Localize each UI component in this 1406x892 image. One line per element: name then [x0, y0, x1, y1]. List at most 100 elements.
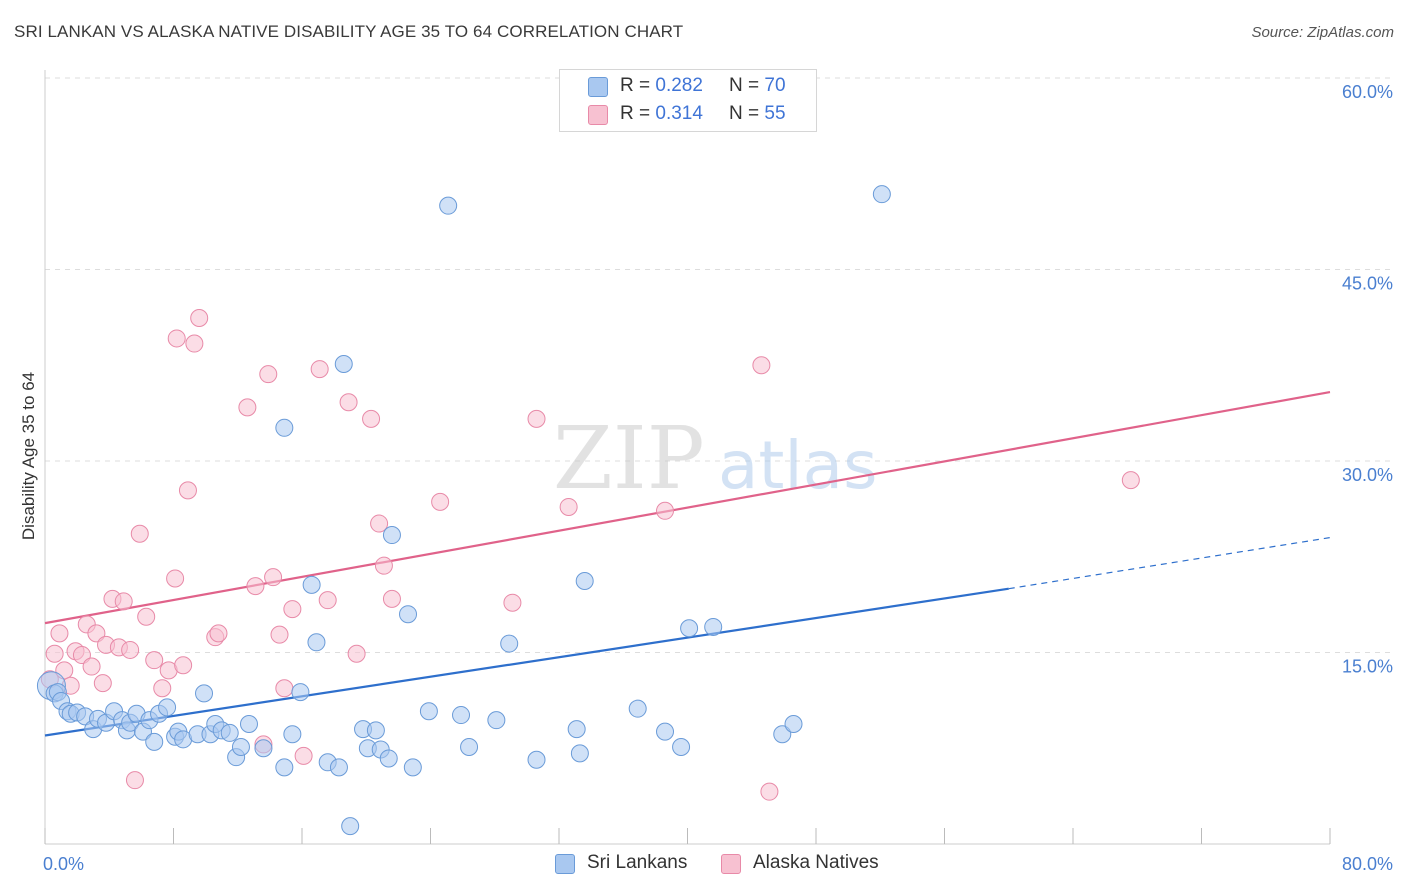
legend-n-value: 55 [764, 103, 786, 124]
legend-swatch-blue [555, 854, 575, 874]
sri-lankans-point [220, 723, 239, 742]
alaska-natives-point [145, 651, 164, 670]
sri-lankans-point [275, 418, 294, 437]
sri-lankans-point [275, 758, 294, 777]
y-tick-label: 45.0% [1342, 274, 1393, 294]
sri-lankans-point [567, 720, 586, 739]
sri-lankans-point [254, 739, 273, 758]
legend-n: N = 70 [729, 75, 786, 96]
legend-row-sri-lankans: R = 0.282 N = 70 [560, 73, 816, 101]
alaska-natives-point [259, 365, 278, 384]
correlation-legend: R = 0.282 N = 70 R = 0.314 N = 55 [559, 69, 817, 132]
y-axis-label: Disability Age 35 to 64 [19, 372, 38, 540]
alaska-natives-point [87, 624, 106, 643]
alaska-natives-point [178, 481, 197, 500]
alaska-natives-point [125, 771, 144, 790]
alaska-natives-point [174, 656, 193, 675]
legend-swatch-pink [588, 105, 608, 125]
legend-swatch-pink [721, 854, 741, 874]
legend-r: R = 0.282 [620, 75, 703, 96]
sri-lankans-point [307, 633, 326, 652]
sri-lankans-trend-extension [1008, 537, 1331, 590]
sri-lankans-point [341, 817, 360, 836]
alaska-natives-point [238, 398, 257, 417]
alaska-natives-point [167, 329, 186, 348]
sri-lankans-point [334, 354, 353, 373]
axes [44, 70, 1331, 845]
sri-lankans-trend-line [44, 587, 1009, 737]
sri-lankans-point [302, 575, 321, 594]
sri-lankans-point [379, 749, 398, 768]
sri-lankans-point [291, 683, 310, 702]
alaska-natives-point [121, 640, 140, 659]
sri-lankans-point [672, 737, 691, 756]
x-tick-label: 80.0% [1342, 854, 1393, 874]
sri-lankans-point [527, 750, 546, 769]
sri-lankans-point [419, 702, 438, 721]
sri-lankans-point [487, 711, 506, 730]
sri-lankans-point [773, 725, 792, 744]
alaska-natives-point [270, 625, 289, 644]
sri-lankans-point [439, 196, 458, 215]
alaska-natives-point [50, 624, 69, 643]
alaska-natives-point [72, 646, 91, 665]
legend-r-value: 0.314 [655, 103, 703, 124]
alaska-natives-point [370, 514, 389, 533]
sri-lankans-point [570, 744, 589, 763]
alaska-natives-point [1121, 471, 1140, 490]
sri-lankans-point [704, 617, 723, 636]
chart-title: SRI LANKAN VS ALASKA NATIVE DISABILITY A… [14, 22, 684, 41]
alaska-natives-point [246, 577, 265, 596]
alaska-natives-point [503, 593, 522, 612]
grid-lines [45, 77, 1393, 653]
alaska-natives-point [431, 492, 450, 511]
alaska-natives-point [130, 524, 149, 543]
alaska-natives-point [275, 679, 294, 698]
sri-lankans-point [158, 698, 177, 717]
sri-lankans-point [656, 722, 675, 741]
alaska-natives-point [339, 393, 358, 412]
legend-label: Sri Lankans [587, 852, 688, 873]
sri-lankans-point [195, 684, 214, 703]
source-credit: Source: ZipAtlas.com [1251, 24, 1394, 41]
alaska-natives-point [137, 607, 156, 626]
series-legend: Sri Lankans Alaska Natives [0, 852, 1406, 878]
sri-lankans-point [231, 737, 250, 756]
sri-lankans-points [36, 185, 891, 836]
alaska-natives-point [82, 657, 101, 676]
alaska-natives-point [527, 409, 546, 428]
y-tick-label: 30.0% [1342, 465, 1393, 485]
alaska-natives-point [382, 589, 401, 608]
alaska-natives-point [656, 501, 675, 520]
tick-labels: 15.0% 30.0% 45.0% 60.0% 0.0% 80.0% [43, 82, 1393, 874]
legend-swatch-blue [588, 77, 608, 97]
sri-lankans-point [329, 758, 348, 777]
sri-lankans-point [784, 714, 803, 733]
alaska-natives-point [559, 497, 578, 516]
alaska-natives-point [264, 568, 283, 587]
sri-lankans-point [872, 185, 891, 204]
sri-lankans-point [283, 725, 302, 744]
alaska-natives-point [45, 644, 64, 663]
sri-lankans-point [452, 706, 471, 725]
sri-lankans-point [460, 737, 479, 756]
y-tick-label: 60.0% [1342, 82, 1393, 102]
sri-lankans-point [403, 758, 422, 777]
sri-lankans-point [399, 605, 418, 624]
alaska-natives-point [362, 409, 381, 428]
sri-lankans-point [680, 619, 699, 638]
alaska-natives-point [209, 624, 228, 643]
legend-r-value: 0.282 [655, 75, 703, 96]
alaska-natives-point [752, 356, 771, 375]
watermark-atlas: atlas [718, 427, 878, 504]
sri-lankans-point [628, 699, 647, 718]
alaska-natives-point [190, 309, 209, 328]
alaska-natives-point [310, 360, 329, 379]
watermark-zip: ZIP [553, 409, 705, 509]
legend-r: R = 0.314 [620, 103, 703, 124]
alaska-natives-point [166, 569, 185, 588]
sri-lankans-point [500, 634, 519, 653]
alaska-natives-point [153, 679, 172, 698]
legend-row-alaska-natives: R = 0.314 N = 55 [560, 101, 816, 129]
